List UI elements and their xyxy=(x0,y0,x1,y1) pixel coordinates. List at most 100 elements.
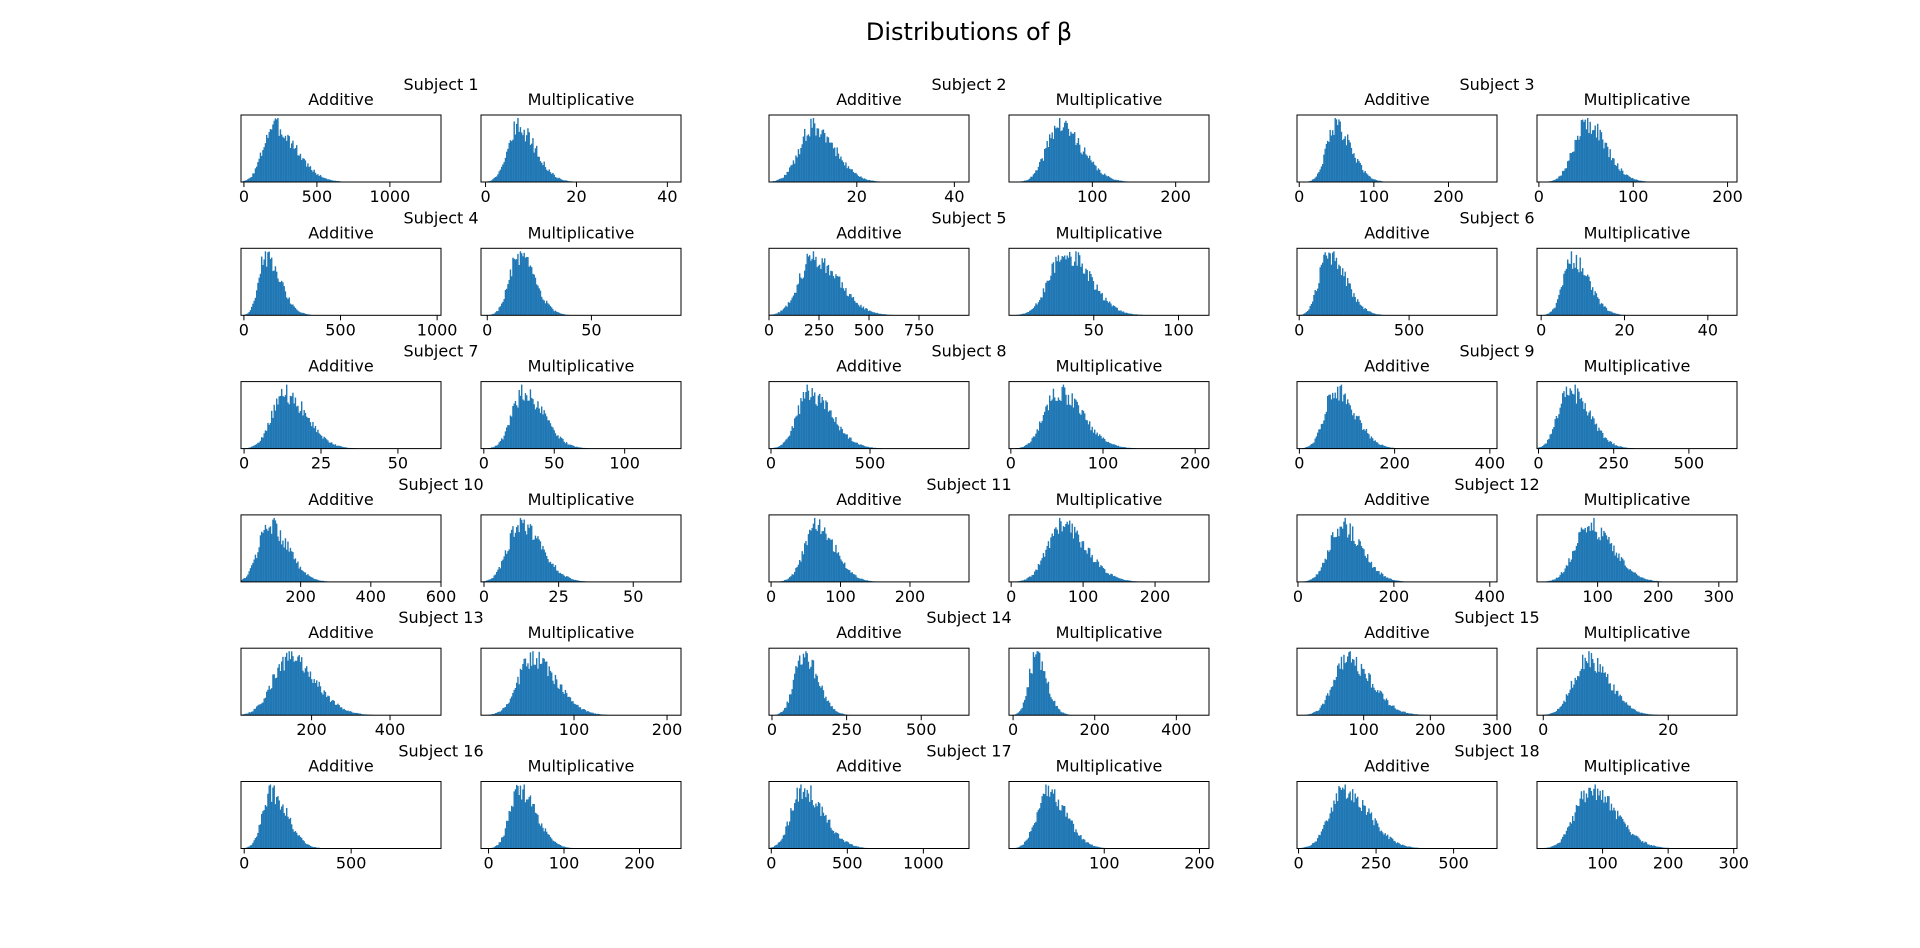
histogram-bar xyxy=(846,434,848,449)
histogram-bar xyxy=(283,812,285,849)
histogram-bar xyxy=(261,531,263,582)
histogram-bar xyxy=(1602,139,1604,182)
histogram-bar xyxy=(1036,429,1038,449)
histogram-bar xyxy=(1066,255,1068,316)
histogram-bar xyxy=(1323,420,1325,449)
histogram-bar xyxy=(865,179,867,182)
histogram-bar xyxy=(775,845,777,849)
histogram-bar xyxy=(1608,796,1610,849)
histogram-bar xyxy=(1648,579,1650,582)
histogram-bar xyxy=(568,696,570,716)
histogram-bar xyxy=(835,544,837,582)
panel-title: Additive xyxy=(836,757,901,776)
histogram-bar xyxy=(248,447,250,449)
histogram-bar xyxy=(498,566,500,582)
histogram-bar xyxy=(810,397,812,449)
histogram-bar xyxy=(1634,179,1636,182)
histogram-bar xyxy=(1344,517,1346,582)
histogram-bar xyxy=(532,273,534,316)
histogram-bar xyxy=(316,579,318,582)
panel-title: Multiplicative xyxy=(528,757,635,776)
histogram-bar xyxy=(273,120,275,182)
histogram-bar xyxy=(805,797,807,849)
histogram-bar xyxy=(1070,820,1072,849)
histogram-bar xyxy=(1577,675,1579,716)
histogram-bar xyxy=(1062,712,1065,716)
panel-title: Multiplicative xyxy=(528,223,635,242)
x-tick-label: 250 xyxy=(831,720,862,739)
histogram-bar xyxy=(551,307,553,316)
histogram-bar xyxy=(1612,312,1614,316)
histogram-bar xyxy=(817,682,820,716)
histogram-bar xyxy=(318,681,320,716)
histogram-bar xyxy=(802,136,805,182)
histogram-bar xyxy=(1598,298,1600,316)
histogram-bar xyxy=(1624,174,1626,182)
histogram-bar xyxy=(1313,712,1315,716)
histogram-bar xyxy=(1020,447,1022,449)
histogram-bar xyxy=(1604,796,1606,849)
histogram-bar xyxy=(854,574,856,582)
histogram-bar xyxy=(291,824,293,849)
panel-title: Additive xyxy=(1364,623,1429,642)
x-tick-label: 25 xyxy=(548,587,568,606)
histogram-bar xyxy=(842,713,845,716)
histogram-bar xyxy=(277,796,279,849)
histogram-bar xyxy=(1608,311,1610,316)
histogram-bar xyxy=(779,841,781,849)
histogram-bar xyxy=(1041,420,1043,449)
histogram-bar xyxy=(1095,165,1097,182)
histogram-bar xyxy=(541,296,543,316)
histogram-bar xyxy=(1332,532,1334,582)
histogram-bar xyxy=(519,668,522,716)
histogram-bar xyxy=(1365,557,1368,582)
histogram-bar xyxy=(781,310,783,316)
histogram-bar xyxy=(242,579,244,582)
histogram-bar xyxy=(811,659,813,716)
histogram-bar xyxy=(1320,424,1323,449)
histogram-bar xyxy=(1363,429,1365,449)
histogram-bar xyxy=(1365,428,1368,449)
histogram-bar xyxy=(815,256,817,316)
histogram-bar xyxy=(1587,274,1589,316)
histogram-bar xyxy=(1374,313,1376,316)
histogram-bar xyxy=(554,565,557,582)
histogram-bar xyxy=(1344,393,1346,449)
histogram-bar xyxy=(815,404,817,449)
histogram-bar xyxy=(1114,575,1116,582)
histogram-bar xyxy=(1610,311,1613,316)
histogram-bar xyxy=(311,679,313,716)
histogram-bar xyxy=(1055,400,1057,449)
histogram-bar xyxy=(307,314,309,316)
histogram-bar xyxy=(1343,521,1345,582)
histogram-bar xyxy=(847,569,850,582)
histogram-bar xyxy=(1315,291,1318,316)
histogram-bar xyxy=(313,847,315,849)
histogram-bar xyxy=(845,434,847,449)
histogram-bar xyxy=(1630,570,1633,582)
histogram-bar xyxy=(528,668,530,716)
histogram-bar xyxy=(835,832,837,849)
histogram-bar xyxy=(1333,537,1335,582)
histogram-bar xyxy=(860,847,862,849)
histogram-bar xyxy=(1379,180,1381,182)
histogram-bar xyxy=(297,835,299,849)
histogram-bar xyxy=(1097,168,1100,182)
histogram-bar xyxy=(1100,293,1102,316)
histogram-bar xyxy=(274,804,277,849)
histogram-bar xyxy=(272,124,274,182)
histogram-bar xyxy=(274,118,277,182)
histogram-bar xyxy=(1634,709,1636,716)
histogram-bar xyxy=(1358,160,1360,182)
histogram-bar xyxy=(776,179,778,182)
histogram-bar xyxy=(1066,521,1068,582)
histogram-bar xyxy=(274,520,277,582)
histogram-bar xyxy=(559,436,562,449)
histogram-bar xyxy=(800,148,802,182)
histogram-bar xyxy=(1387,577,1389,582)
histogram-bar xyxy=(1338,536,1340,582)
histogram-bar xyxy=(1563,700,1565,716)
